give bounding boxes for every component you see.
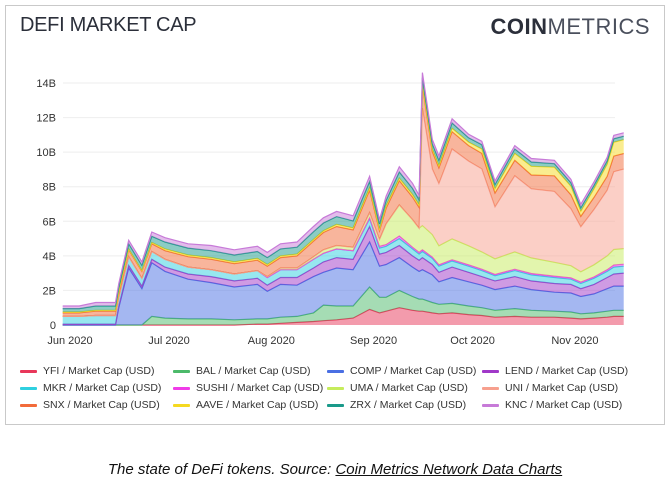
legend-label: UMA / Market Cap (USD) [350, 382, 468, 394]
legend-swatch [327, 403, 344, 407]
legend-label: COMP / Market Cap (USD) [350, 365, 477, 377]
legend-item-sushi[interactable]: SUSHI / Market Cap (USD) [173, 382, 323, 394]
source-link[interactable]: Coin Metrics Network Data Charts [335, 461, 563, 478]
line-knc [62, 72, 624, 307]
logo-bold: COIN [490, 14, 548, 39]
legend-item-uma[interactable]: UMA / Market Cap (USD) [327, 382, 468, 394]
chart-title: DEFI MARKET CAP [20, 14, 197, 36]
y-tick-label: 8B [43, 182, 56, 194]
logo-light: METRICS [547, 14, 650, 39]
legend-label: BAL / Market Cap (USD) [196, 365, 311, 377]
x-tick-label: Aug 2020 [248, 335, 295, 347]
area-uma [62, 204, 624, 317]
legend-swatch [173, 369, 190, 373]
legend-item-snx[interactable]: SNX / Market Cap (USD) [20, 399, 160, 411]
caption: The state of DeFi tokens. Source: Coin M… [0, 461, 670, 478]
legend-label: MKR / Market Cap (USD) [43, 382, 162, 394]
legend-label: LEND / Market Cap (USD) [505, 365, 629, 377]
area-knc [62, 72, 624, 309]
legend-swatch [327, 386, 344, 390]
y-tick-label: 4B [43, 251, 56, 263]
legend-item-lend[interactable]: LEND / Market Cap (USD) [482, 365, 628, 377]
legend-item-knc[interactable]: KNC / Market Cap (USD) [482, 399, 622, 411]
y-tick-label: 2B [43, 285, 56, 297]
chart-frame [5, 5, 665, 425]
legend-item-yfi[interactable]: YFI / Market Cap (USD) [20, 365, 154, 377]
legend-swatch [173, 403, 190, 407]
y-tick-label: 10B [36, 147, 56, 159]
legend-label: SUSHI / Market Cap (USD) [196, 382, 324, 394]
legend-label: UNI / Market Cap (USD) [505, 382, 619, 394]
area-zrx [62, 77, 624, 312]
area-comp [62, 242, 624, 325]
legend-swatch [482, 403, 499, 407]
coinmetrics-logo: COINMETRICS [491, 14, 651, 40]
legend-swatch [482, 386, 499, 390]
legend-label: SNX / Market Cap (USD) [43, 399, 160, 411]
legend-item-zrx[interactable]: ZRX / Market Cap (USD) [327, 399, 466, 411]
legend-swatch [173, 386, 190, 390]
x-tick-label: Sep 2020 [350, 335, 397, 347]
legend-item-mkr[interactable]: MKR / Market Cap (USD) [20, 382, 161, 394]
legend-label: KNC / Market Cap (USD) [505, 399, 623, 411]
legend-item-bal[interactable]: BAL / Market Cap (USD) [173, 365, 311, 377]
caption-text: The state of DeFi tokens. Source: [107, 461, 336, 478]
y-tick-label: 14B [36, 78, 56, 90]
legend-item-uni[interactable]: UNI / Market Cap (USD) [482, 382, 618, 394]
legend-swatch [20, 369, 37, 373]
stacked-area-chart: 0 2B 4B 6B 8B 10B 12B 14B Jun 2020 Jul 2020 Aug 20… [36, 72, 624, 347]
area-uni [62, 108, 624, 317]
legend-label: YFI / Market Cap (USD) [43, 365, 155, 377]
legend-item-comp[interactable]: COMP / Market Cap (USD) [327, 365, 476, 377]
legend-label: ZRX / Market Cap (USD) [350, 399, 467, 411]
area-yfi [62, 307, 624, 325]
x-tick-label: Jun 2020 [47, 335, 92, 347]
y-tick-label: 0 [50, 320, 56, 332]
legend-swatch [20, 386, 37, 390]
legend-swatch [327, 369, 344, 373]
legend-label: AAVE / Market Cap (USD) [196, 399, 319, 411]
legend-swatch [20, 403, 37, 407]
x-tick-label: Oct 2020 [450, 335, 495, 347]
x-tick-label: Nov 2020 [551, 335, 598, 347]
y-tick-label: 6B [43, 216, 56, 228]
legend-item-aave[interactable]: AAVE / Market Cap (USD) [173, 399, 318, 411]
y-tick-label: 12B [36, 113, 56, 125]
x-tick-label: Jul 2020 [148, 335, 190, 347]
legend-swatch [482, 369, 499, 373]
